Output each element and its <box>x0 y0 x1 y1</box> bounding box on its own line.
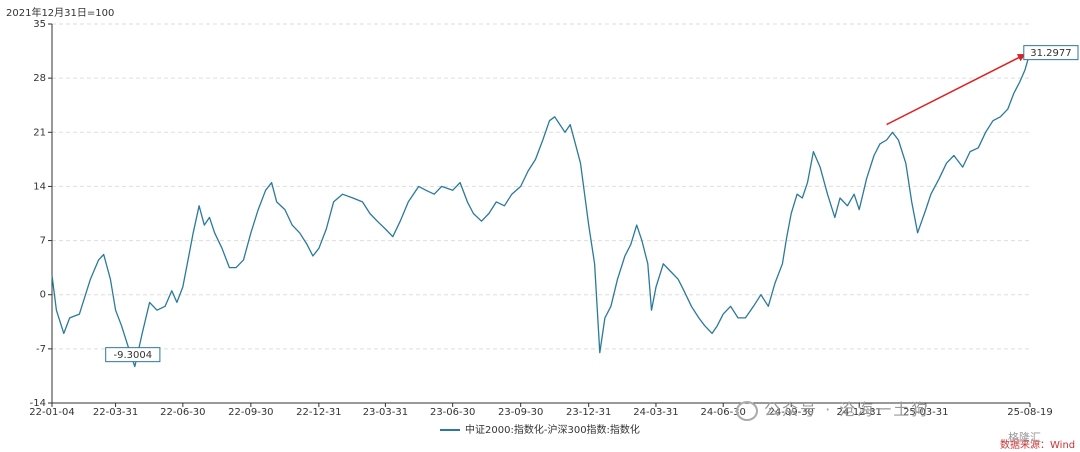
annotation-box <box>105 347 161 363</box>
y-tick-label: -7 <box>36 344 46 355</box>
series-line <box>51 52 1031 368</box>
x-tick-label: 22-01-04 <box>29 407 74 418</box>
x-tick-label: 24-09-30 <box>769 407 814 418</box>
y-tick-label: -14 <box>30 398 46 409</box>
trend-arrow-line <box>886 54 1026 126</box>
x-tick-label: 22-03-31 <box>93 407 138 418</box>
data-source: 数据来源：Wind <box>1000 440 1076 451</box>
gridlines <box>52 23 1030 404</box>
trend-arrow <box>886 54 1026 126</box>
x-tick-label: 23-09-30 <box>498 407 543 418</box>
x-tick-label: 23-12-31 <box>566 407 611 418</box>
annotation-label: 31.2977 <box>1030 48 1071 59</box>
y-tick-label: 28 <box>33 73 46 84</box>
annotation-box <box>1023 45 1079 61</box>
brand-logo: 格隆汇 <box>1008 431 1041 444</box>
x-tick-label: 22-06-30 <box>160 407 205 418</box>
x-tick-label: 23-03-31 <box>363 407 408 418</box>
series-lines <box>51 52 1031 368</box>
y-tick-label: 14 <box>33 181 46 192</box>
wechat-icon <box>736 400 758 421</box>
legend[interactable]: 中证2000:指数化-沪深300指数:指数化 <box>0 421 1080 436</box>
x-tick-label: 23-06-30 <box>430 407 475 418</box>
x-tick-label: 22-12-31 <box>296 407 341 418</box>
x-tick-label: 22-09-30 <box>228 407 273 418</box>
x-tick-label: 24-06-30 <box>701 407 746 418</box>
y-tick-label: 35 <box>33 19 46 30</box>
watermark: 公众号 · 沧海一土狗 <box>736 396 929 421</box>
x-tick-labels: 22-01-04 22-03-31 22-06-30 22-09-30 22-12-31… <box>29 407 1052 418</box>
x-tick-label: 24-12-31 <box>837 407 882 418</box>
base-note: 2021年12月31日=100 <box>6 8 115 19</box>
legend-label: 中证2000:指数化-沪深300指数:指数化 <box>465 425 640 436</box>
y-tick-label: 0 <box>40 290 46 301</box>
annotations: -9.3004 31.2977 <box>105 45 1079 363</box>
axes <box>48 23 1031 407</box>
legend-swatch <box>440 429 461 431</box>
watermark-text: 公众号 · 沧海一土狗 <box>764 400 930 419</box>
annotation-label: -9.3004 <box>113 350 152 361</box>
x-tick-label: 24-03-31 <box>633 407 678 418</box>
y-tick-labels: 35 28 21 14 7 0 -7 -14 <box>30 19 46 409</box>
x-tick-label: 25-08-19 <box>1007 407 1052 418</box>
y-tick-label: 7 <box>40 236 46 247</box>
x-tick-label: 25-03-31 <box>903 407 948 418</box>
y-tick-label: 21 <box>33 127 46 138</box>
